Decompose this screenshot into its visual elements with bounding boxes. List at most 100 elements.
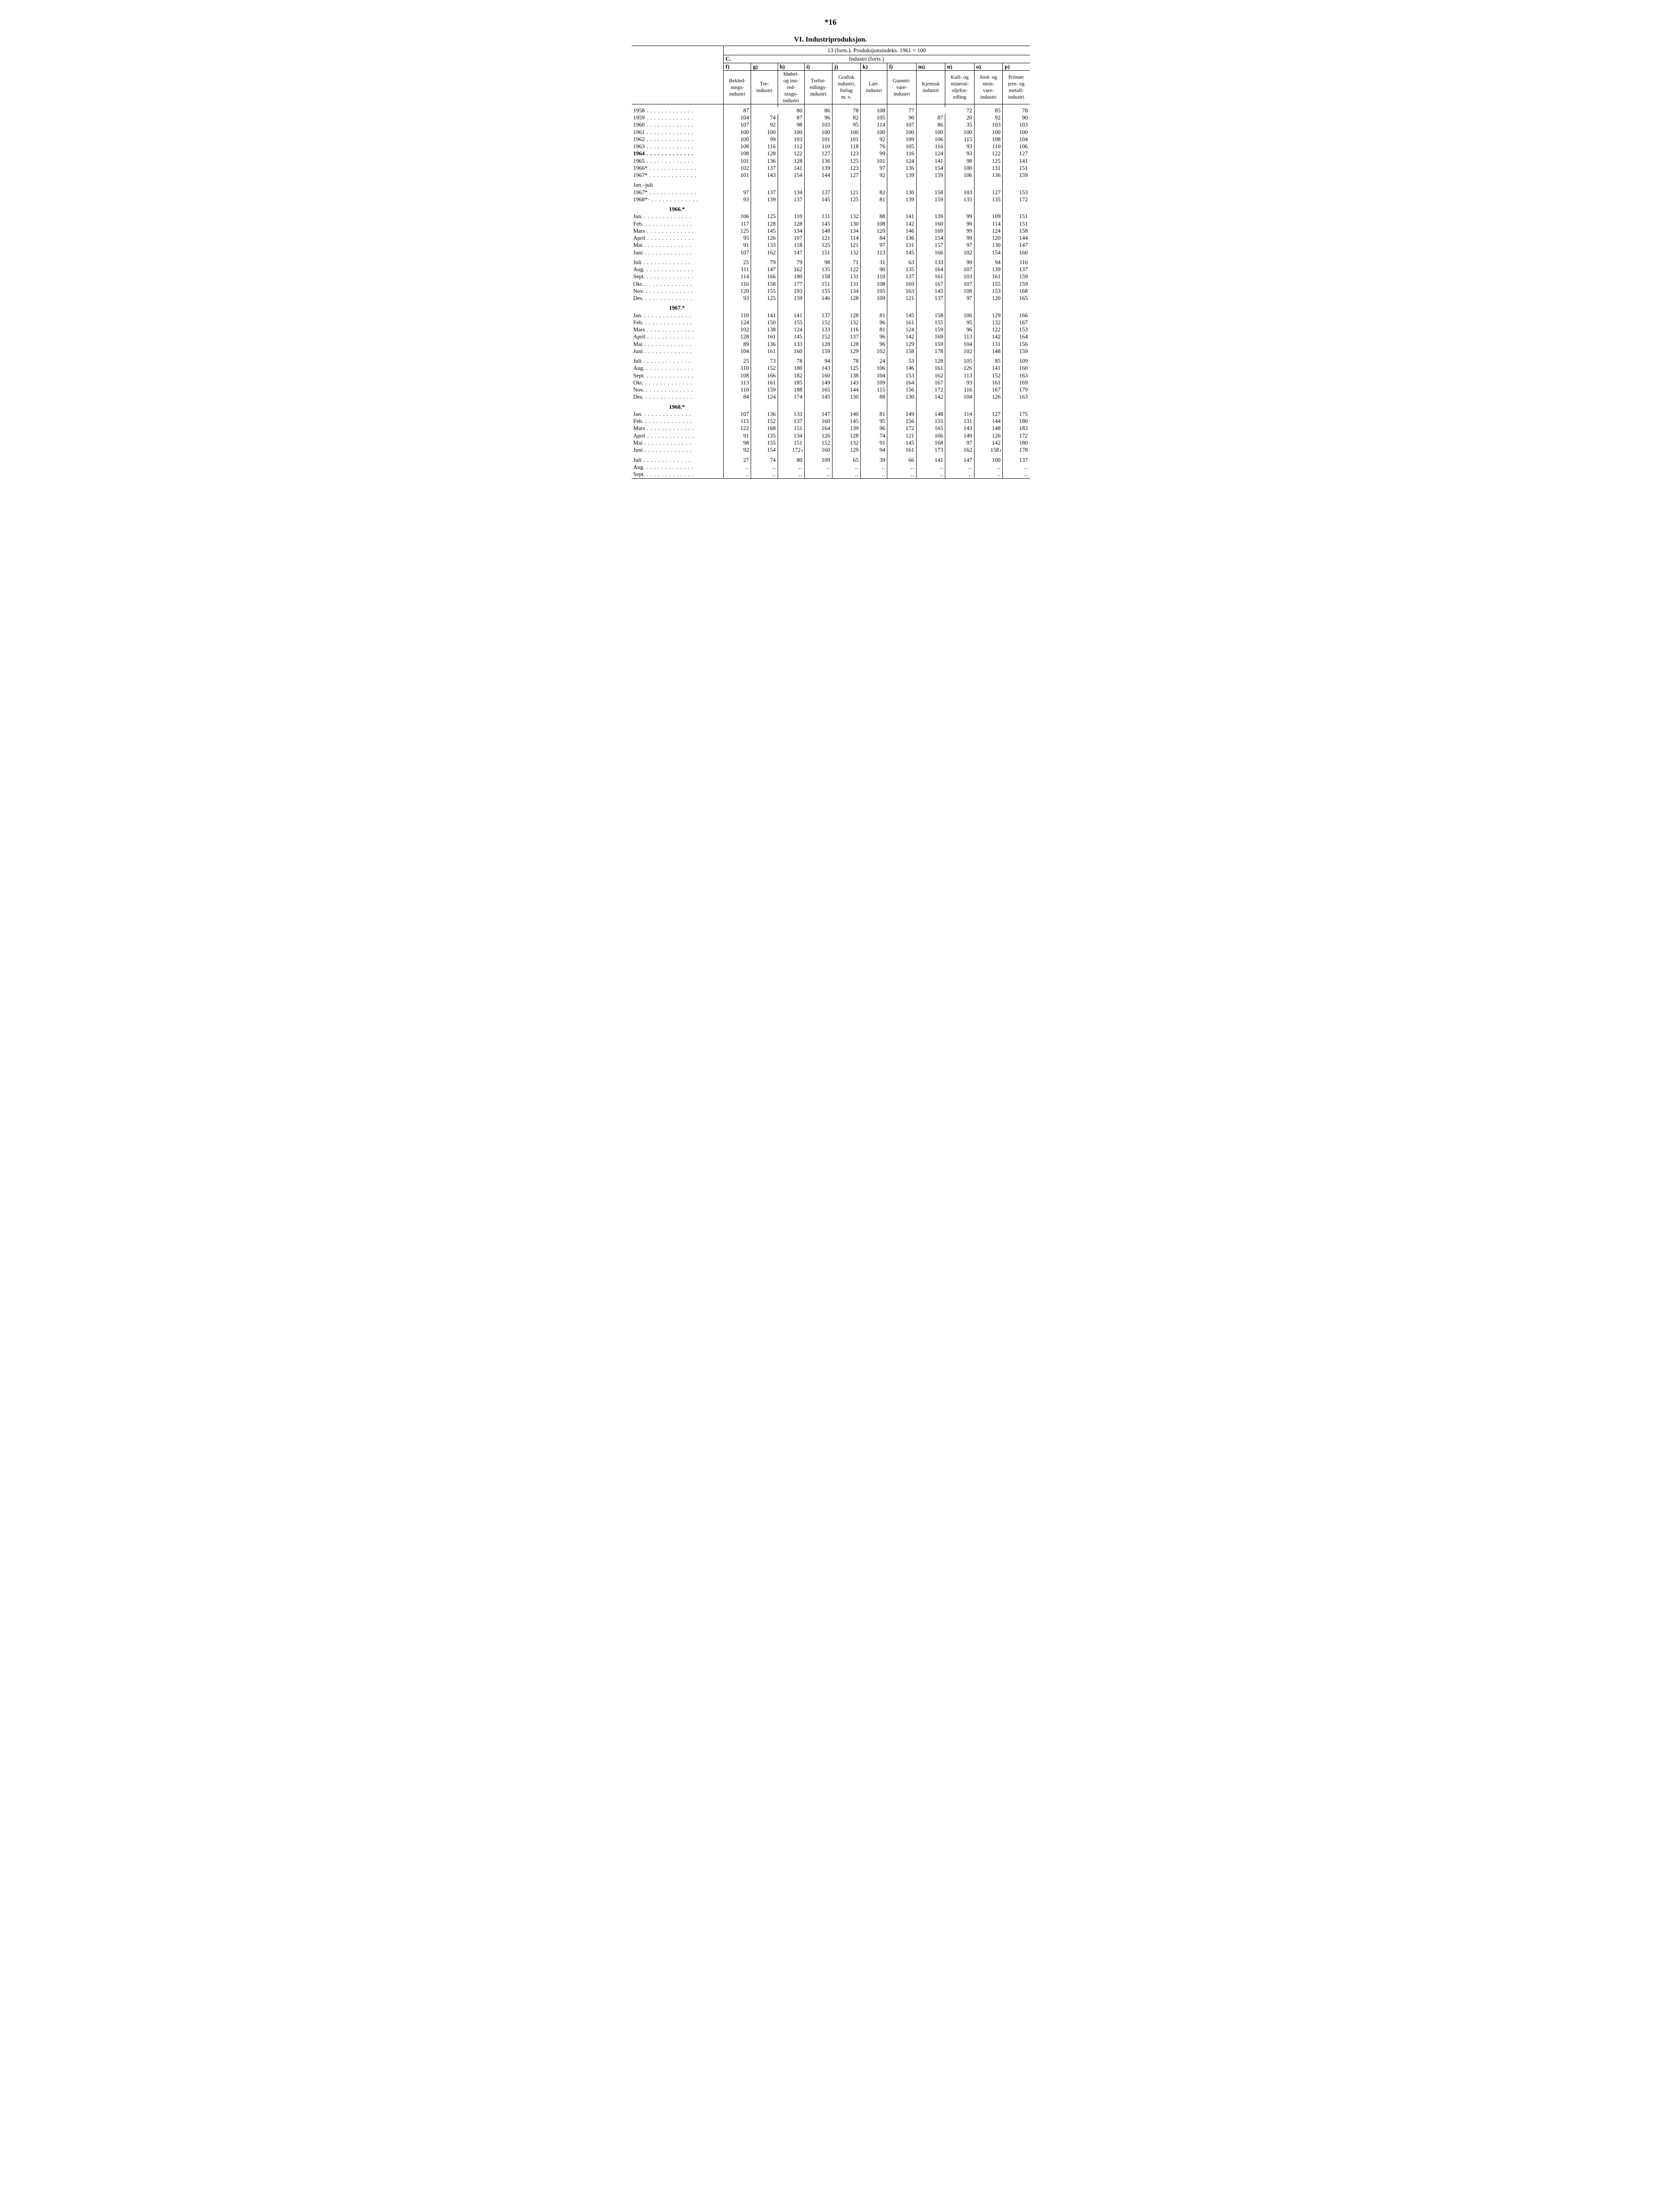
row-label: 1964 . . . . . . . . . . . . . [632,150,724,157]
cell: 164 [887,379,917,386]
cell: 155 [916,418,945,425]
row-label: Des. . . . . . . . . . . . . . [632,393,724,400]
cell: 104 [945,393,974,400]
cell: 178 [916,348,945,355]
cell: 139 [887,196,917,203]
table-row: Mai . . . . . . . . . . . . .98155151152… [632,439,1030,446]
cell: 127 [832,172,860,179]
row-label: 1963 . . . . . . . . . . . . . [632,143,724,150]
cell: 131 [974,165,1002,172]
row-label: Des. . . . . . . . . . . . . . [632,295,724,302]
cell: 130 [832,393,860,400]
cell: 137 [751,189,778,196]
cell: 158 [887,348,917,355]
table-row: Jan. . . . . . . . . . . . . .1101411411… [632,312,1030,319]
cell: 168 [751,425,778,432]
cell: 73 [751,357,778,365]
cell: 141 [751,312,778,319]
cell: 147 [751,266,778,273]
col-header: Gummi-vare-industri [887,70,917,104]
cell: 116 [832,326,860,333]
cell: 88 [860,213,887,220]
cell: 100 [778,129,804,136]
cell: 137 [832,333,860,340]
cell: 159 [916,341,945,348]
cell: 97 [945,242,974,249]
cell: 79 [751,259,778,266]
cell: 161 [974,273,1002,280]
cell: 140 [832,411,860,418]
table-row: Des. . . . . . . . . . . . . .8412417414… [632,393,1030,400]
col-header: Lær-industri [860,70,887,104]
cell: 155 [916,319,945,326]
cell: 127 [1003,150,1030,157]
cell: ‥ [945,471,974,478]
cell: 160 [804,446,832,454]
cell: 103 [778,136,804,143]
table-row: Jan. . . . . . . . . . . . . .1061251101… [632,213,1030,220]
cell: 95 [724,234,751,242]
cell: 182 [778,372,804,379]
cell: 133 [778,341,804,348]
cell: 128 [832,312,860,319]
cell: 108 [945,288,974,295]
cell: 148 [804,227,832,234]
cell: 145 [916,288,945,295]
cell: 124 [887,326,917,333]
cell: 138 [751,326,778,333]
cell: 151 [804,280,832,288]
cell: 172 [916,386,945,393]
cell: 145 [804,196,832,203]
cell: 99 [945,213,974,220]
cell: 74 [751,457,778,464]
cell: 137 [778,418,804,425]
cell: ‥ [916,464,945,471]
cell: ‥ [916,471,945,478]
table-row: 1963 . . . . . . . . . . . . .1081161121… [632,143,1030,150]
cell: 121 [887,432,917,439]
table-row: April . . . . . . . . . . . . .911351341… [632,432,1030,439]
cell: 121 [832,189,860,196]
cell: 120 [974,234,1002,242]
cell: 141 [778,312,804,319]
cell: 107 [724,121,751,128]
cell: 78 [778,357,804,365]
cell: 121 [832,242,860,249]
cell: 139 [916,213,945,220]
cell: 107 [778,234,804,242]
cell: 97 [724,189,751,196]
cell: 25 [724,357,751,365]
cell: 165 [1003,295,1030,302]
table-row: Nov. . . . . . . . . . . . . .1201551931… [632,288,1030,295]
col-letter: m) [916,63,945,70]
cell: 137 [1003,457,1030,464]
cell: 93 [945,143,974,150]
row-label: Juli . . . . . . . . . . . . . [632,457,724,464]
cell: 145 [751,227,778,234]
cell: 149 [945,432,974,439]
cell: 102 [945,249,974,256]
table-row: Okt. . . . . . . . . . . . . .1131611851… [632,379,1030,386]
row-label: Sept. . . . . . . . . . . . . . [632,273,724,280]
cell: 166 [751,273,778,280]
cell: 108 [860,107,887,114]
cell: 122 [778,150,804,157]
cell: 100 [724,136,751,143]
cell: 115 [724,418,751,425]
cell: 132 [832,439,860,446]
cell: 165 [916,425,945,432]
cell: 92 [751,121,778,128]
cell: 116 [724,280,751,288]
cell: 135 [751,432,778,439]
cell: 107 [724,249,751,256]
cell: 158 [916,189,945,196]
cell: 132 [832,213,860,220]
row-label: Nov. . . . . . . . . . . . . . [632,288,724,295]
col-header: Trefor-edlings-industri [804,70,832,104]
cell: 131 [887,242,917,249]
section-label: 1968.* [632,403,724,411]
cell: ‥ [1003,471,1030,478]
row-label: Sept. . . . . . . . . . . . . . [632,372,724,379]
cell: 106 [1003,143,1030,150]
cell: 185 [778,379,804,386]
